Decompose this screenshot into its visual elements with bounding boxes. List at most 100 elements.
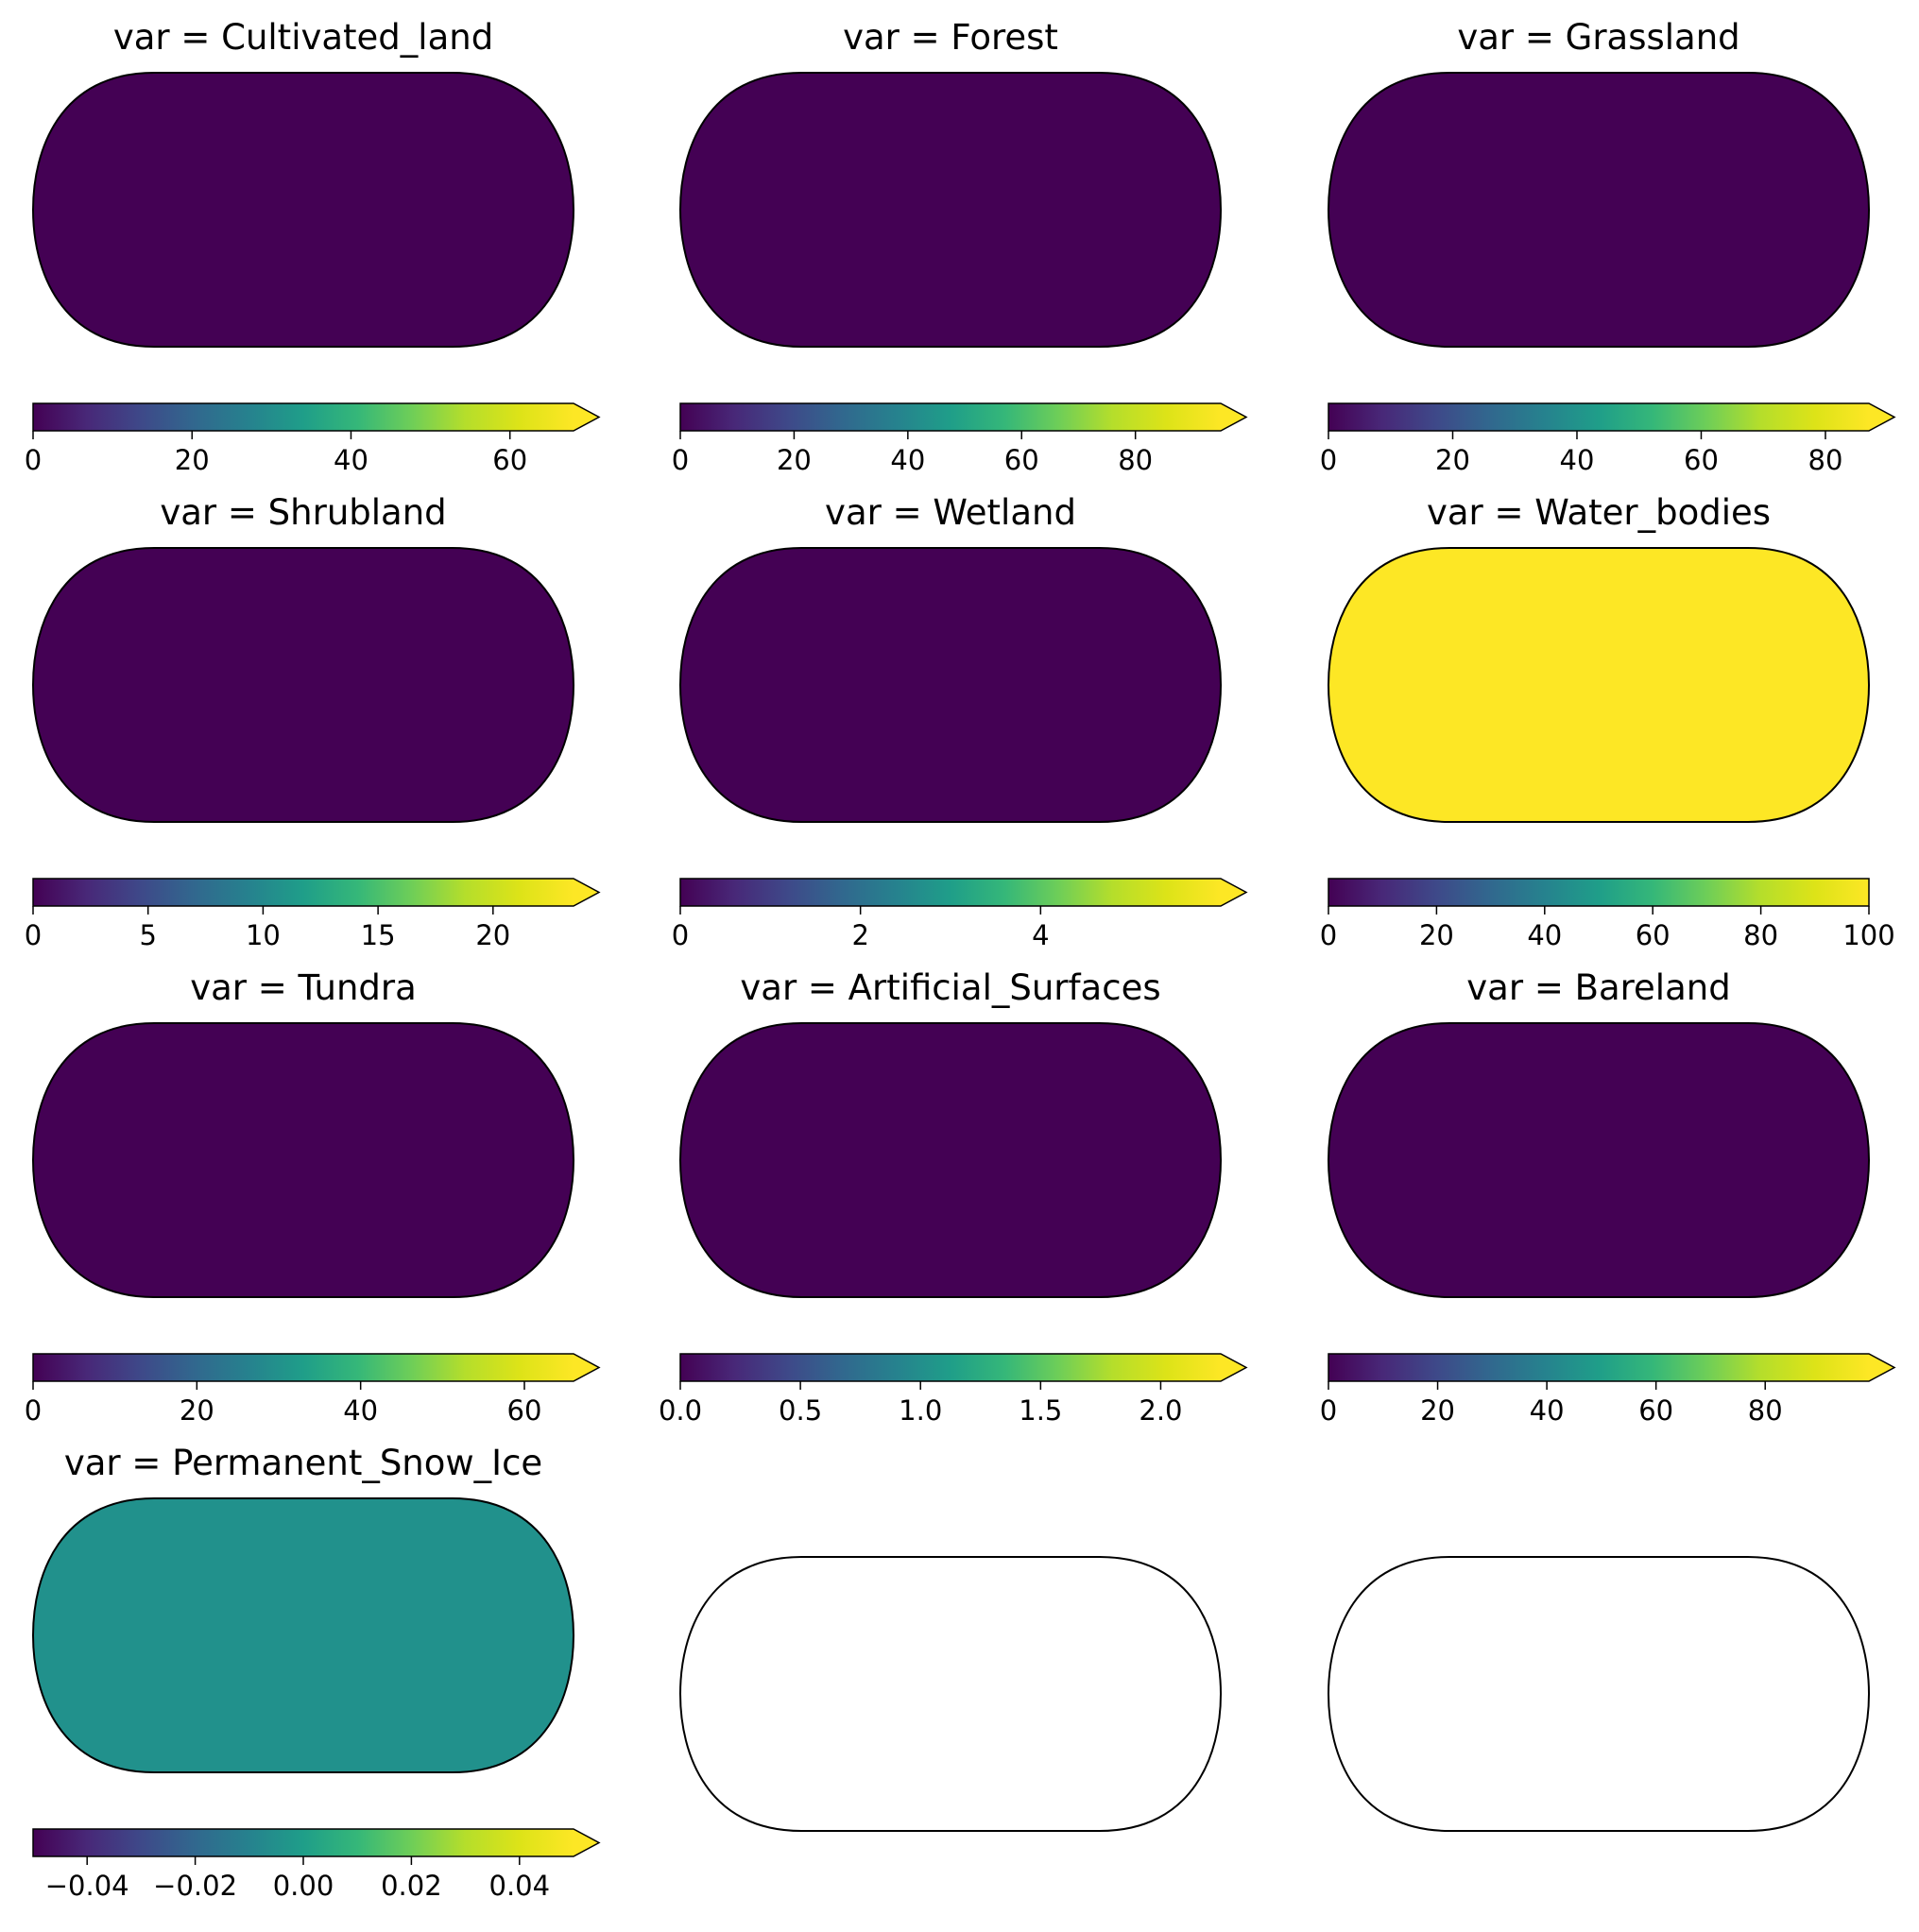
panel-title: var = Permanent_Snow_Ice: [64, 1443, 542, 1483]
map-panel: var = Shrubland 0 5 10 15 20: [25, 492, 601, 951]
colorbar-gradient: [1328, 403, 1869, 431]
empty-map-panel: [1327, 1556, 1871, 1832]
colorbar-tick-label: 0: [672, 919, 689, 951]
colorbar-extend-arrow: [574, 1829, 599, 1856]
colorbar-tick-label: 80: [1808, 444, 1843, 476]
map-panel: var = Artificial_Surfaces 0.0 0.5 1.0 1.5 2.0: [659, 967, 1248, 1427]
colorbar-tick-label: 40: [1527, 919, 1562, 951]
colorbar-gradient: [33, 1354, 574, 1381]
colorbar-outline: [1328, 878, 1870, 907]
colorbar-tick-label: 60: [507, 1394, 542, 1427]
colorbar-gradient: [1328, 879, 1869, 906]
colorbar-tick-label: 20: [180, 1394, 214, 1427]
colorbar-tick-label: −0.04: [45, 1870, 129, 1902]
panel-title: var = Tundra: [190, 967, 417, 1008]
colorbar-outline: [32, 878, 601, 907]
colorbar-outline: [32, 1353, 601, 1382]
colorbar-tick-label: 2: [851, 919, 868, 951]
map-panel: var = Tundra 0 20 40 60: [25, 967, 601, 1427]
panel-title: var = Artificial_Surfaces: [740, 967, 1160, 1008]
colorbar-tick-label: 1.5: [1019, 1394, 1062, 1427]
colorbar-extend-arrow: [574, 879, 599, 906]
map-projection: [1327, 1022, 1871, 1298]
colorbar-tick-label: 0: [25, 1394, 42, 1427]
colorbar: 0 20 40 60 80: [1320, 1353, 1896, 1427]
colorbar-tick-label: 0: [1320, 444, 1337, 476]
map-projection: [678, 547, 1223, 823]
panel-title: var = Forest: [843, 17, 1058, 58]
colorbar-outline: [1328, 1353, 1896, 1382]
colorbar-tick-label: 20: [777, 444, 812, 476]
colorbar-outline: [679, 1353, 1248, 1382]
colorbar-tick-label: 0.5: [779, 1394, 822, 1427]
colorbar-tick-label: 60: [1638, 1394, 1673, 1427]
colorbar-gradient: [680, 403, 1221, 431]
panel-title: var = Cultivated_land: [113, 17, 493, 58]
colorbar-outline: [32, 402, 601, 432]
colorbar-gradient: [33, 879, 574, 906]
colorbar-tick-label: 20: [475, 919, 510, 951]
map-panel: var = Bareland 0 20 40 60 80: [1320, 967, 1896, 1427]
map-panel: var = Cultivated_land 0 20 40 60: [25, 17, 601, 476]
map-projection: [31, 547, 575, 823]
colorbar-tick-label: 0: [1320, 1394, 1337, 1427]
colorbar-tick-label: 10: [246, 919, 281, 951]
map-projection: [31, 72, 575, 348]
map-panel: var = Wetland 0 2 4: [672, 492, 1248, 951]
colorbar: 0 20 40 60: [25, 1353, 601, 1427]
colorbar-tick-label: 0: [25, 444, 42, 476]
colorbar-tick-label: 40: [343, 1394, 378, 1427]
colorbar-gradient: [33, 1829, 574, 1856]
colorbar-tick-label: 20: [1419, 919, 1454, 951]
map-panel: var = Forest 0 20 40 60 80: [672, 17, 1248, 476]
colorbar-extend-arrow: [1221, 1354, 1246, 1381]
empty-map-frame: [678, 1556, 1223, 1832]
colorbar-tick-label: 20: [1420, 1394, 1455, 1427]
colorbar: 0 2 4: [672, 878, 1248, 951]
map-panel: var = Water_bodies 0 20 40 60 80 100: [1320, 492, 1895, 951]
colorbar-extend-arrow: [1221, 403, 1246, 431]
colorbar-tick-label: 40: [890, 444, 925, 476]
panel-title: var = Wetland: [825, 492, 1076, 533]
colorbar-gradient: [680, 879, 1221, 906]
colorbar-gradient: [1328, 1354, 1869, 1381]
panel-title: var = Shrubland: [160, 492, 446, 533]
colorbar-extend-arrow: [574, 1354, 599, 1381]
colorbar-tick-label: 60: [1636, 919, 1671, 951]
colorbar-tick-label: 40: [334, 444, 368, 476]
colorbar-tick-label: 1.0: [899, 1394, 942, 1427]
colorbar-tick-label: 60: [492, 444, 527, 476]
colorbar-gradient: [33, 403, 574, 431]
map-projection: [678, 72, 1223, 348]
colorbar-tick-label: 80: [1743, 919, 1778, 951]
colorbar-tick-label: 2.0: [1139, 1394, 1182, 1427]
colorbar-outline: [679, 402, 1248, 432]
colorbar-tick-label: 100: [1842, 919, 1894, 951]
colorbar: 0 20 40 60 80: [1320, 402, 1896, 476]
colorbar-tick-label: 40: [1560, 444, 1595, 476]
map-projection: [1327, 547, 1871, 823]
map-panel: var = Permanent_Snow_Ice −0.04 −0.02 0.00 0.…: [31, 1443, 601, 1902]
map-projection: [31, 1022, 575, 1298]
colorbar-tick-label: 0: [25, 919, 42, 951]
colorbar-gradient: [680, 1354, 1221, 1381]
map-projection: [678, 1022, 1223, 1298]
colorbar: 0.0 0.5 1.0 1.5 2.0: [659, 1353, 1248, 1427]
colorbar-tick-label: 0.02: [381, 1870, 442, 1902]
colorbar-tick-label: 0.00: [273, 1870, 334, 1902]
colorbar-tick-label: 0.04: [489, 1870, 551, 1902]
colorbar: 0 5 10 15 20: [25, 878, 601, 951]
colorbar-outline: [679, 878, 1248, 907]
colorbar: −0.04 −0.02 0.00 0.02 0.04: [32, 1828, 601, 1902]
colorbar-tick-label: 60: [1004, 444, 1039, 476]
panel-title: var = Water_bodies: [1427, 492, 1771, 533]
colorbar-tick-label: 80: [1118, 444, 1153, 476]
colorbar-tick-label: 0: [1320, 919, 1337, 951]
panel-title: var = Grassland: [1457, 17, 1739, 58]
colorbar-tick-label: 5: [139, 919, 156, 951]
colorbar-extend-arrow: [1869, 1354, 1894, 1381]
colorbar-outline: [1328, 402, 1896, 432]
colorbar-tick-label: 60: [1684, 444, 1719, 476]
empty-map-frame: [1327, 1556, 1871, 1832]
